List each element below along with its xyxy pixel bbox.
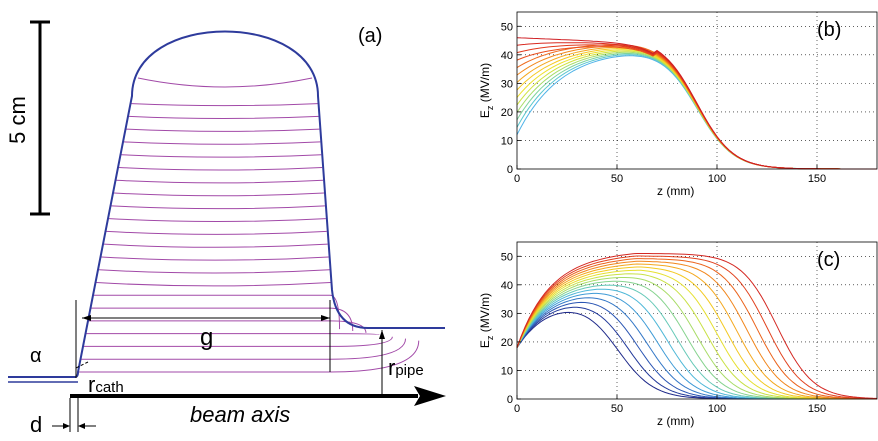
series-line xyxy=(516,253,878,399)
gap-label: g xyxy=(200,324,213,351)
field-line xyxy=(103,243,328,248)
x-tick-label: 150 xyxy=(808,173,826,185)
r-pipe-arrow xyxy=(379,330,385,339)
field-line xyxy=(98,269,330,274)
field-line xyxy=(128,115,319,120)
field-lines xyxy=(79,77,420,373)
series-line xyxy=(516,49,877,170)
r-cath-pointer xyxy=(75,361,89,369)
chart-c: 0 50 100 150 0 10 20 30 40 50 z (mm) Ez (MV/m) (c) xyxy=(478,241,878,428)
x-tick-label: 50 xyxy=(611,403,623,415)
gap-arrow-left xyxy=(82,315,91,321)
y-tick-label: 10 xyxy=(501,365,513,377)
field-line xyxy=(137,77,313,88)
y-tick-label: 30 xyxy=(501,308,513,320)
field-line xyxy=(126,128,320,132)
d-arrow-left xyxy=(63,423,70,429)
field-line xyxy=(89,320,367,334)
x-axis-label: z (mm) xyxy=(657,184,694,198)
x-tick-label: 0 xyxy=(514,403,520,415)
y-tick-label: 40 xyxy=(501,50,513,62)
y-axis-label: Ez (MV/m) xyxy=(478,63,495,118)
gap-arrow-right xyxy=(321,315,330,321)
field-line xyxy=(84,336,393,347)
scale-label: 5 cm xyxy=(5,96,30,144)
field-line xyxy=(108,218,326,223)
series-line xyxy=(516,258,877,400)
beam-axis-arrowhead xyxy=(414,386,446,406)
field-line xyxy=(96,282,331,287)
y-tick-label: 20 xyxy=(501,107,513,119)
r-cath-sub: cath xyxy=(95,379,123,396)
x-tick-label: 50 xyxy=(611,173,623,185)
y-axis-label-sub: z xyxy=(485,335,495,340)
plot-frame xyxy=(516,241,878,400)
y-tick-label: 40 xyxy=(501,280,513,292)
y-tick-label: 10 xyxy=(501,135,513,147)
y-axis-label-unit: (MV/m) xyxy=(478,293,492,336)
chart-b: 0 50 100 150 0 10 20 30 40 50 z (mm) Ez (MV/m) (b) xyxy=(478,11,878,198)
field-line xyxy=(79,340,420,373)
r-pipe-main: r xyxy=(388,355,395,380)
cavity-diagram: 5 cm (a) g α rcath rpipe beam axis xyxy=(5,20,446,437)
series-line xyxy=(516,311,877,400)
field-line xyxy=(94,294,341,330)
x-tick-label: 100 xyxy=(708,173,726,185)
series-line xyxy=(516,50,877,170)
field-line xyxy=(101,256,329,261)
series-line xyxy=(516,288,877,400)
field-line xyxy=(106,230,327,235)
y-tick-label: 0 xyxy=(507,164,513,176)
beam-axis-label: beam axis xyxy=(190,402,290,427)
field-line xyxy=(113,192,325,197)
y-tick-label: 50 xyxy=(501,251,513,263)
x-axis-label: z (mm) xyxy=(657,414,694,428)
y-axis-label: Ez (MV/m) xyxy=(478,293,495,348)
series-line xyxy=(516,263,877,400)
series-line xyxy=(516,37,877,170)
r-cath-label: rcath xyxy=(88,372,124,397)
y-axis-label-sub: z xyxy=(485,105,495,110)
field-line xyxy=(123,141,321,145)
panel-label: (b) xyxy=(817,19,841,41)
d-label: d xyxy=(30,412,42,437)
x-tick-label: 150 xyxy=(808,403,826,415)
alpha-label: α xyxy=(30,345,42,367)
x-tick-label: 100 xyxy=(708,403,726,415)
field-line xyxy=(81,338,407,360)
y-tick-label: 30 xyxy=(501,78,513,90)
y-tick-label: 50 xyxy=(501,21,513,33)
field-line xyxy=(86,333,380,336)
series-line xyxy=(516,280,877,400)
y-axis-label-unit: (MV/m) xyxy=(478,63,492,106)
r-cath-main: r xyxy=(88,372,95,397)
plot-frame xyxy=(516,11,878,170)
y-axis-label-main: E xyxy=(478,110,492,118)
series-line xyxy=(516,292,877,400)
panel-a-label: (a) xyxy=(358,25,382,47)
panel-label: (c) xyxy=(817,249,840,271)
r-pipe-sub: pipe xyxy=(395,362,423,379)
field-line xyxy=(118,166,323,171)
field-line xyxy=(91,307,354,332)
series-line xyxy=(516,55,877,170)
cavity-outline xyxy=(8,30,445,378)
y-axis-label-main: E xyxy=(478,340,492,348)
series-line xyxy=(516,255,878,400)
series-line xyxy=(516,53,877,170)
y-tick-label: 20 xyxy=(501,337,513,349)
field-line xyxy=(116,179,324,184)
d-arrow-right xyxy=(78,423,85,429)
r-pipe-label: rpipe xyxy=(388,355,424,380)
field-line xyxy=(131,103,318,107)
x-tick-label: 0 xyxy=(514,173,520,185)
y-tick-label: 0 xyxy=(507,394,513,406)
series-line xyxy=(516,266,877,400)
field-line xyxy=(121,154,322,158)
field-line xyxy=(111,205,325,210)
